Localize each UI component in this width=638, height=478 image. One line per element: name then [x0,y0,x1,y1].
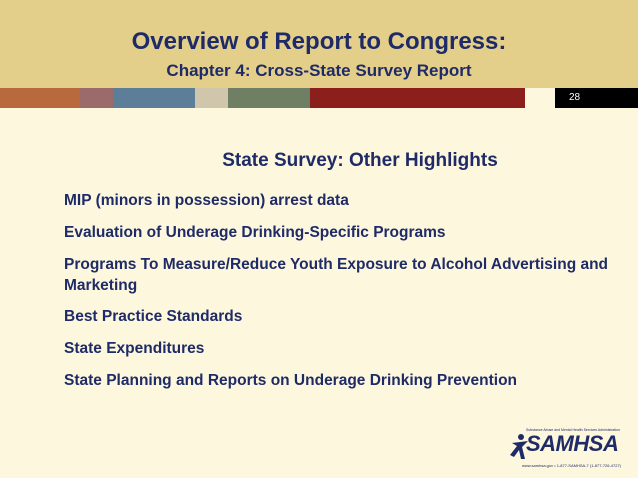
list-item: State Planning and Reports on Underage D… [64,372,518,389]
logo-tagline: Substance Abuse and Mental Health Servic… [526,428,620,432]
person-figure-icon [510,434,528,459]
band-segment [80,88,113,108]
logo-contact: www.samhsa.gov • 1-877-SAMHSA-7 (1-877-7… [522,463,621,468]
band-segment [195,88,228,108]
band-segment [228,88,310,108]
highlights-list: MIP (minors in possession) arrest data E… [64,190,624,402]
band-segment [310,88,525,108]
band-gap [525,88,555,108]
band-segment [0,88,80,108]
slide-subtitle: Chapter 4: Cross-State Survey Report [166,61,472,80]
list-item: Programs To Measure/Reduce Youth Exposur… [64,256,609,294]
color-band [0,88,638,108]
list-item: Best Practice Standards [64,308,243,325]
band-segment [113,88,195,108]
slide-header: Overview of Report to Congress: Chapter … [0,0,638,88]
list-item: State Expenditures [64,340,205,357]
list-item: Evaluation of Underage Drinking-Specific… [64,224,446,241]
page-number: 28 [555,88,638,108]
slide-title: Overview of Report to Congress: [131,28,507,55]
logo-wordmark: SAMHSA [526,431,619,456]
list-item: MIP (minors in possession) arrest data [64,192,349,209]
section-title: State Survey: Other Highlights [222,150,498,171]
samhsa-logo: Substance Abuse and Mental Health Servic… [508,427,628,473]
